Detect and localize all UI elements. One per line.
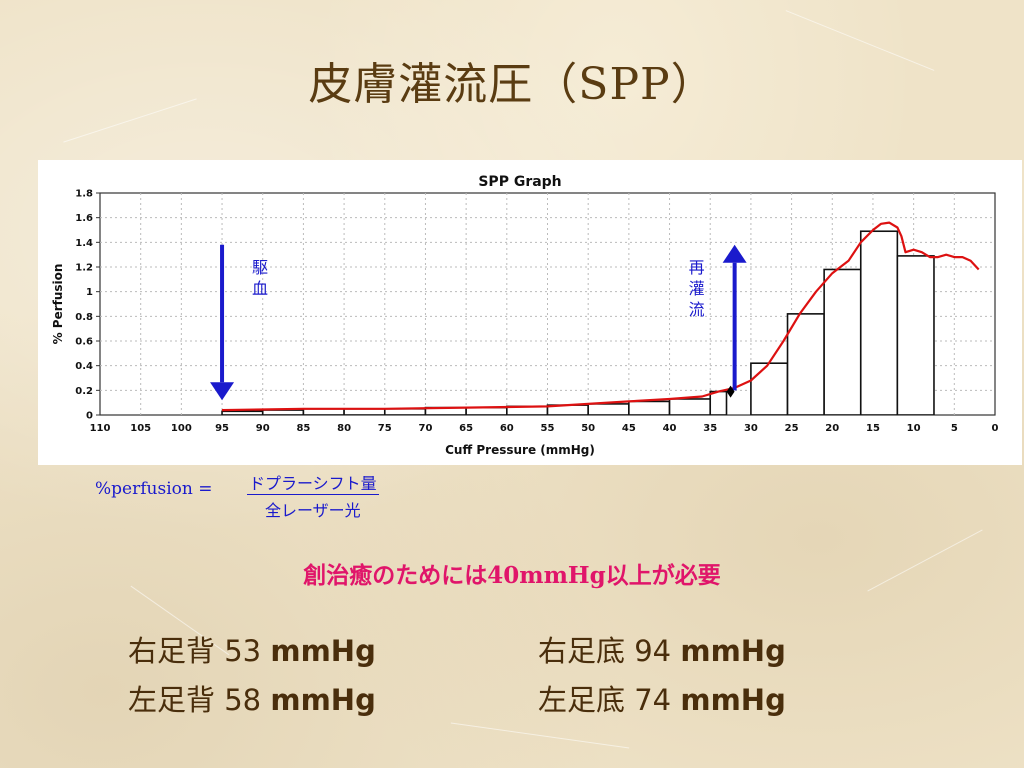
x-tick-label: 100 [171,423,192,434]
y-tick-label: 1.2 [75,263,93,274]
measurement-label: 右足背 [128,634,216,668]
measurement-label: 左足背 [128,683,216,717]
diamond-marker [726,385,735,398]
measurement-label: 右足底 [538,634,626,668]
x-tick-label: 15 [866,423,880,434]
arrow-head [722,244,747,263]
y-axis-label: % Perfusion [51,264,65,345]
x-axis-label: Cuff Pressure (mmHg) [445,443,595,457]
measurement-left-sole: 左足底 74 mmHg [538,677,786,719]
y-tick-label: 1.6 [75,213,93,224]
x-tick-label: 110 [90,423,111,434]
bar [587,403,630,415]
y-tick-label: 0 [86,411,93,422]
x-tick-label: 20 [825,423,839,434]
x-tick-label: 85 [296,423,310,434]
x-tick-label: 40 [663,423,677,434]
formula-fraction: ドプラーシフト量 全レーザー光 [247,470,379,521]
bar-series [221,230,935,415]
x-tick-label: 70 [418,423,432,434]
measurement-value: 53 [224,634,262,668]
x-tick-label: 5 [951,423,958,434]
formula-denominator: 全レーザー光 [265,501,361,520]
bar [628,400,671,415]
annotation-reperfusion: 再灌流 [689,258,705,319]
y-tick-label: 0.8 [75,312,93,323]
formula-label: %perfusion = [95,479,213,499]
requirement-value: 40mmHg [487,562,606,589]
measurement-left-dorsum: 左足背 58 mmHg [128,677,376,719]
measurement-right-dorsum: 右足背 53 mmHg [128,628,376,670]
y-tick-label: 0.2 [75,386,93,397]
measurement-value: 58 [224,683,262,717]
formula-numerator: ドプラーシフト量 [247,470,379,495]
requirement-prefix: 創治癒のためには [303,563,488,589]
x-tick-label: 45 [622,423,636,434]
x-tick-label: 90 [256,423,270,434]
x-tick-label: 65 [459,423,473,434]
measurement-unit: mmHg [680,634,786,668]
measurement-unit: mmHg [680,683,786,717]
bar [221,410,264,415]
measurement-unit: mmHg [270,634,376,668]
bar [750,362,789,415]
x-tick-label: 0 [992,423,999,434]
tick-labels: 110 105 100 95 90 85 80 75 70 65 60 55 50 45 40 35 30 25 2… [75,189,998,435]
x-tick-label: 50 [581,423,595,434]
spp-graph-panel: SPP Graph 110 105 100 95 90 85 80 75 70 65 60 55 50 4… [38,160,1022,465]
spp-chart: SPP Graph 110 105 100 95 90 85 80 75 70 65 60 55 50 4… [51,174,999,457]
x-tick-label: 55 [541,423,555,434]
bar [786,313,825,415]
chart-title: SPP Graph [478,174,561,190]
x-tick-label: 80 [337,423,351,434]
bar [896,255,935,415]
paper-fiber [450,722,630,749]
slide-title: 皮膚灌流圧（SPP） [308,59,716,110]
measurement-right-sole: 右足底 94 mmHg [538,628,786,670]
x-tick-label: 30 [744,423,758,434]
x-tick-label: 95 [215,423,229,434]
line-series [221,221,980,412]
measurement-value: 74 [634,683,672,717]
bar [465,406,508,415]
healing-requirement: 創治癒のためには40mmHg以上が必要 [0,556,1024,590]
bar [668,398,712,415]
bar [823,268,862,415]
y-tick-label: 1 [86,287,93,298]
x-tick-label: 35 [703,423,717,434]
y-tick-label: 0.6 [75,337,93,348]
x-tick-label: 75 [378,423,392,434]
annotation-exsanguination: 駆血 [252,258,268,298]
x-tick-label: 60 [500,423,514,434]
arrow-head [210,382,235,401]
measurement-unit: mmHg [270,683,376,717]
measurement-label: 左足底 [538,683,626,717]
x-tick-label: 25 [785,423,799,434]
measurement-value: 94 [634,634,672,668]
perfusion-line [221,221,980,412]
bar [859,230,899,415]
y-tick-label: 0.4 [75,361,93,372]
requirement-suffix: 以上が必要 [605,563,721,589]
x-tick-label: 10 [907,423,921,434]
y-tick-label: 1.4 [75,238,93,249]
x-tick-label: 105 [130,423,151,434]
y-tick-label: 1.8 [75,189,93,200]
bar [261,409,305,415]
bar [709,390,728,415]
annotations [210,244,747,401]
